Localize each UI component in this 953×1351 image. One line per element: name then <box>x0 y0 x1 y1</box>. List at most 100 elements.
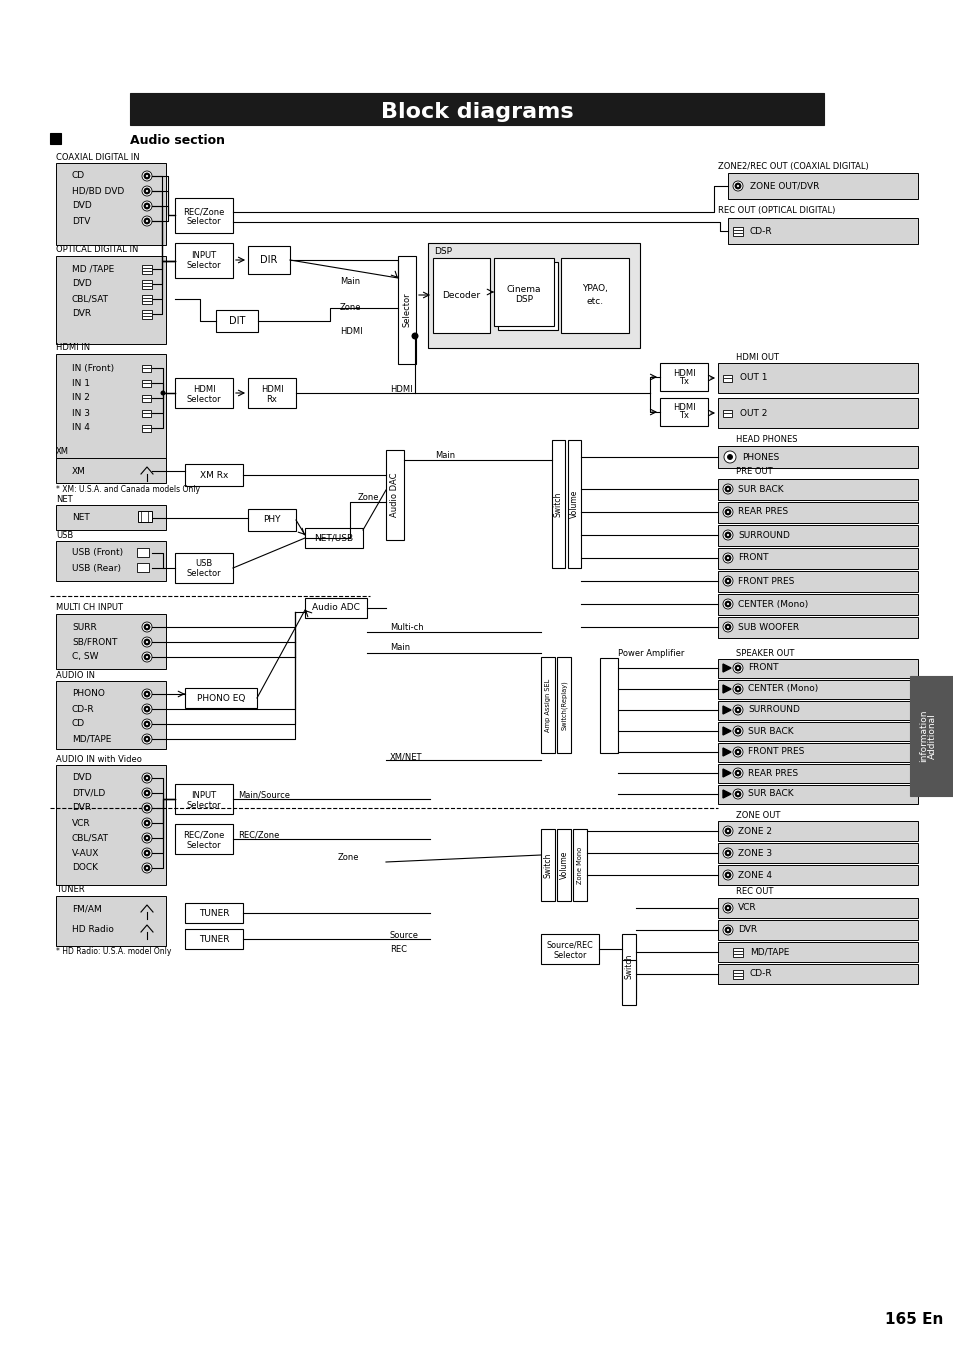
Circle shape <box>142 734 152 744</box>
Text: MD /TAPE: MD /TAPE <box>71 265 114 273</box>
Circle shape <box>144 690 150 697</box>
Bar <box>174 378 233 408</box>
Text: etc.: etc. <box>586 296 603 305</box>
Text: COAXIAL DIGITAL IN: COAXIAL DIGITAL IN <box>56 154 139 162</box>
Text: Switch: Switch <box>543 852 552 878</box>
Text: DVD: DVD <box>71 774 91 782</box>
Circle shape <box>726 534 729 536</box>
Text: PHONES: PHONES <box>741 453 779 462</box>
Bar <box>56 255 166 345</box>
Bar <box>185 902 243 923</box>
Text: Block diagrams: Block diagrams <box>380 101 573 122</box>
Circle shape <box>142 788 152 798</box>
Circle shape <box>727 454 732 459</box>
Text: Switch: Switch <box>624 954 633 978</box>
Text: MD/TAPE: MD/TAPE <box>749 947 788 957</box>
Bar <box>174 553 233 584</box>
Text: DTV: DTV <box>71 216 91 226</box>
Circle shape <box>726 511 729 513</box>
Text: REAR PRES: REAR PRES <box>738 508 787 516</box>
Text: Additional: Additional <box>926 713 936 759</box>
Bar <box>718 965 917 984</box>
Bar <box>142 295 152 304</box>
Circle shape <box>736 708 739 712</box>
Text: HDMI: HDMI <box>672 369 695 377</box>
Text: IN 4: IN 4 <box>71 423 90 432</box>
Text: HDMI: HDMI <box>339 327 362 336</box>
Bar <box>718 680 917 698</box>
Text: DVR: DVR <box>738 925 757 935</box>
Circle shape <box>724 578 730 584</box>
Bar <box>142 380 152 386</box>
Bar <box>557 830 571 901</box>
Circle shape <box>142 773 152 784</box>
Bar <box>621 934 636 998</box>
Text: CENTER (Mono): CENTER (Mono) <box>738 600 807 608</box>
Text: Decoder: Decoder <box>441 292 479 300</box>
Circle shape <box>144 736 150 742</box>
Bar <box>540 830 555 901</box>
Circle shape <box>142 802 152 813</box>
Bar <box>428 243 639 349</box>
Circle shape <box>146 738 149 740</box>
Circle shape <box>146 626 149 628</box>
Text: Main: Main <box>339 277 359 286</box>
Bar <box>718 399 917 428</box>
Circle shape <box>144 775 150 781</box>
Circle shape <box>736 666 739 670</box>
Text: NET: NET <box>71 513 90 523</box>
Circle shape <box>144 188 150 195</box>
Text: C, SW: C, SW <box>71 653 98 662</box>
Polygon shape <box>722 769 730 777</box>
Text: Selector: Selector <box>187 218 221 227</box>
Bar <box>142 365 152 372</box>
Text: PHONO EQ: PHONO EQ <box>196 693 245 703</box>
Circle shape <box>146 851 149 854</box>
Circle shape <box>142 186 152 196</box>
Bar <box>185 688 256 708</box>
Circle shape <box>146 219 149 223</box>
Text: DVD: DVD <box>71 201 91 211</box>
Text: VCR: VCR <box>738 904 756 912</box>
Circle shape <box>732 684 742 694</box>
Text: OUT 2: OUT 2 <box>740 408 766 417</box>
Text: Rx: Rx <box>266 394 277 404</box>
Text: REC: REC <box>390 944 407 954</box>
Circle shape <box>734 707 740 713</box>
Bar <box>540 934 598 965</box>
Circle shape <box>142 216 152 226</box>
Bar <box>397 255 416 363</box>
Circle shape <box>146 204 149 208</box>
Text: FRONT: FRONT <box>738 554 768 562</box>
Text: Zone: Zone <box>339 304 361 312</box>
Text: Switch(Replay): Switch(Replay) <box>560 680 567 730</box>
Text: REC OUT: REC OUT <box>735 886 773 896</box>
Circle shape <box>142 817 152 828</box>
Bar <box>718 480 917 500</box>
Circle shape <box>724 555 730 561</box>
Text: Main/Source: Main/Source <box>237 790 290 800</box>
Bar <box>727 173 917 199</box>
Circle shape <box>724 532 730 538</box>
Bar <box>718 721 917 740</box>
Text: HDMI: HDMI <box>193 385 215 394</box>
Text: DVR: DVR <box>71 804 91 812</box>
Bar <box>718 503 917 523</box>
Circle shape <box>144 790 150 796</box>
Circle shape <box>724 905 730 911</box>
Text: DVD: DVD <box>71 280 91 289</box>
Circle shape <box>142 172 152 181</box>
Text: SUR BACK: SUR BACK <box>738 485 782 493</box>
Bar <box>248 246 290 274</box>
Circle shape <box>722 484 732 494</box>
Circle shape <box>144 203 150 209</box>
Bar <box>718 942 917 962</box>
Circle shape <box>142 863 152 873</box>
Circle shape <box>736 688 739 690</box>
Bar <box>718 785 917 804</box>
Circle shape <box>142 621 152 632</box>
Text: DIT: DIT <box>229 316 245 326</box>
Bar <box>718 898 917 917</box>
Circle shape <box>726 928 729 931</box>
Circle shape <box>736 185 739 188</box>
